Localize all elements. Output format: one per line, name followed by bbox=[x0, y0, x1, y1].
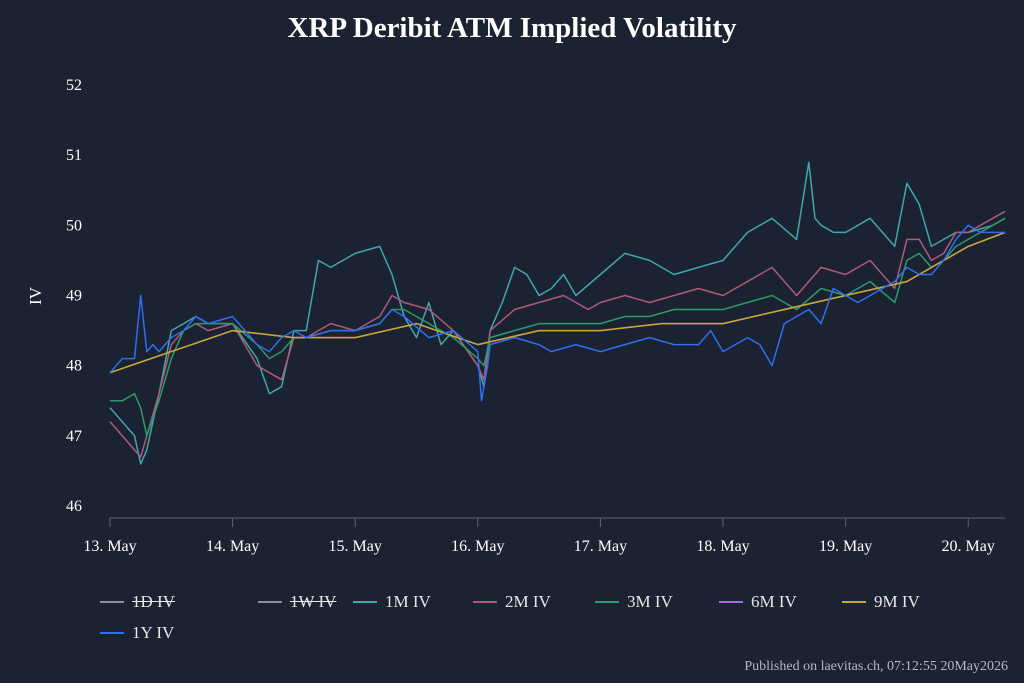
x-tick-label: 16. May bbox=[451, 538, 504, 555]
x-tick-label: 20. May bbox=[942, 538, 995, 555]
y-tick-label: 46 bbox=[66, 498, 82, 515]
y-axis-label: IV bbox=[26, 286, 45, 305]
legend-item-2m-iv[interactable]: 2M IV bbox=[473, 592, 551, 612]
legend-label: 1W IV bbox=[290, 592, 337, 611]
chart-title: XRP Deribit ATM Implied Volatility bbox=[287, 12, 737, 44]
legend-label: 6M IV bbox=[751, 592, 797, 611]
x-tick-label: 17. May bbox=[574, 538, 627, 555]
series-line-9m-iv bbox=[109, 231, 1006, 374]
series-line-1y-iv bbox=[109, 224, 1005, 402]
legend-swatch bbox=[100, 601, 124, 603]
legend-label: 1D IV bbox=[132, 592, 175, 611]
series-line-6m-iv bbox=[109, 231, 1006, 374]
legend-swatch bbox=[258, 601, 282, 603]
series-line-3m-iv bbox=[110, 217, 1006, 437]
x-tick-label: 14. May bbox=[206, 538, 259, 555]
legend-label: 1M IV bbox=[385, 592, 431, 611]
legend-swatch bbox=[719, 601, 743, 603]
legend-label: 3M IV bbox=[627, 592, 673, 611]
series-line-2m-iv bbox=[109, 210, 1006, 458]
series-line-1m-iv bbox=[109, 161, 1006, 465]
legend-item-1d-iv[interactable]: 1D IV bbox=[100, 592, 175, 612]
y-tick-label: 49 bbox=[66, 288, 82, 305]
legend-item-1w-iv[interactable]: 1W IV bbox=[258, 592, 336, 612]
legend-swatch bbox=[595, 601, 619, 603]
legend-swatch bbox=[842, 601, 866, 603]
legend-swatch bbox=[473, 601, 497, 603]
x-tick-label: 13. May bbox=[83, 538, 136, 555]
legend-item-3m-iv[interactable]: 3M IV bbox=[595, 592, 673, 612]
y-tick-label: 47 bbox=[66, 428, 82, 445]
y-tick-label: 52 bbox=[66, 77, 82, 94]
y-tick-label: 51 bbox=[66, 147, 82, 164]
x-tick-label: 15. May bbox=[329, 538, 382, 555]
legend-item-6m-iv[interactable]: 6M IV bbox=[719, 592, 797, 612]
legend-item-1y-iv[interactable]: 1Y IV bbox=[100, 623, 174, 643]
legend-label: 1Y IV bbox=[132, 623, 175, 642]
legend-label: 9M IV bbox=[874, 592, 920, 611]
y-tick-label: 50 bbox=[66, 217, 82, 234]
legend-swatch bbox=[100, 632, 124, 634]
y-tick-label: 48 bbox=[66, 358, 82, 375]
publish-credit: Published on laevitas.ch, 07:12:55 20May… bbox=[744, 659, 1008, 674]
x-tick-label: 19. May bbox=[819, 538, 872, 555]
legend-item-9m-iv[interactable]: 9M IV bbox=[842, 592, 920, 612]
x-tick-label: 18. May bbox=[696, 538, 749, 555]
legend-item-1m-iv[interactable]: 1M IV bbox=[353, 592, 431, 612]
legend-label: 2M IV bbox=[505, 592, 551, 611]
legend-swatch bbox=[353, 601, 377, 603]
